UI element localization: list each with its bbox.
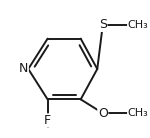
Text: O: O xyxy=(98,107,108,120)
Text: CH₃: CH₃ xyxy=(128,108,148,118)
Text: CH₃: CH₃ xyxy=(128,20,148,30)
Text: F: F xyxy=(44,114,51,127)
Text: S: S xyxy=(99,18,107,31)
Text: O: O xyxy=(98,107,108,120)
Text: S: S xyxy=(99,18,107,31)
Text: F: F xyxy=(44,114,51,127)
Text: CH₃: CH₃ xyxy=(128,20,148,30)
Text: N: N xyxy=(19,63,28,75)
Text: N: N xyxy=(19,63,28,75)
Text: CH₃: CH₃ xyxy=(128,108,148,118)
